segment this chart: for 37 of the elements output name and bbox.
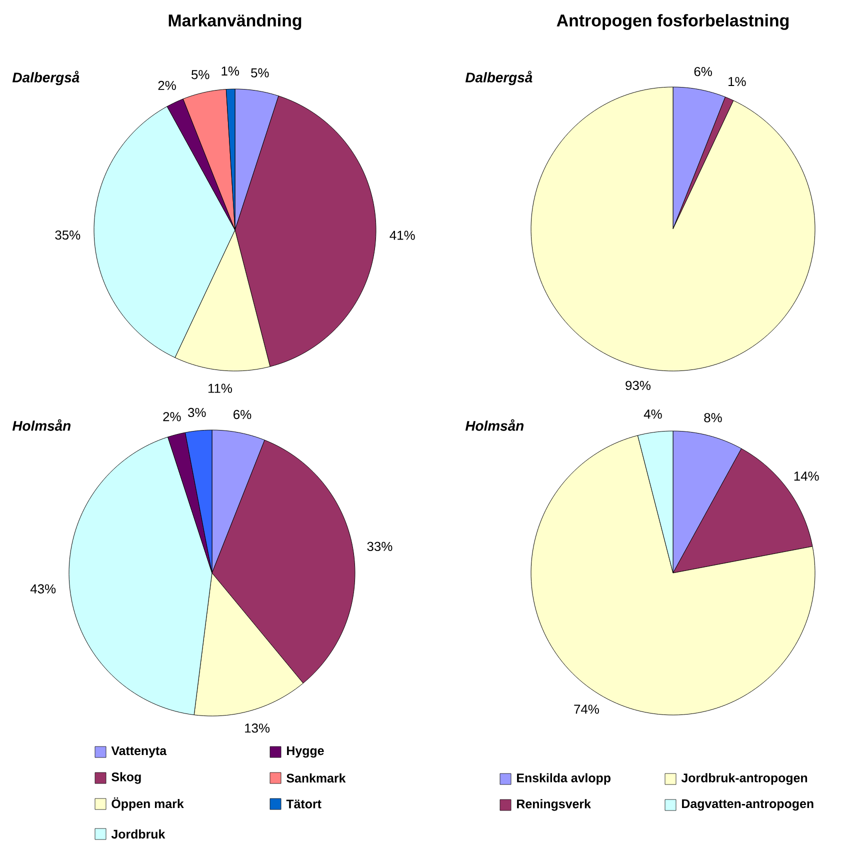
data-label: 33% (367, 542, 392, 552)
data-label: 3% (188, 408, 206, 418)
chart-title: Antropogen fosforbelastning (556, 14, 789, 30)
data-label: 1% (222, 66, 240, 76)
data-label: 5% (192, 70, 210, 80)
data-label: 2% (163, 412, 181, 422)
chart-subtitle: Dalbergså (465, 70, 532, 86)
data-label: 8% (704, 413, 722, 422)
data-label: 4% (644, 410, 662, 419)
data-label: 14% (794, 472, 819, 481)
data-label: 2% (158, 80, 176, 90)
data-label: 6% (694, 66, 712, 76)
legend-label: Skog (112, 772, 141, 784)
data-label: 93% (626, 380, 650, 390)
data-label: 13% (245, 724, 270, 733)
chart-subtitle: Dalbergså (12, 70, 80, 86)
legend-label: Reningsverk (517, 799, 591, 811)
legend-label: Sankmark (286, 773, 346, 783)
chart-title: Markanvändning (168, 14, 302, 30)
legend-label: Öppen mark (112, 797, 184, 811)
legend-label: Hygge (287, 746, 324, 758)
data-label: 35% (55, 230, 80, 240)
legend-label: Jordbruk-antropogen (681, 773, 808, 785)
data-label: 74% (574, 704, 599, 714)
data-label: 41% (390, 230, 415, 240)
data-label: 11% (208, 384, 232, 393)
text: Holmsån (12, 419, 71, 431)
text: Holmsån (465, 419, 524, 431)
legend-label: Jordbruk (111, 829, 166, 839)
legend-label: Vattenyta (111, 746, 167, 758)
data-label: 43% (30, 584, 56, 594)
data-label: 6% (234, 410, 252, 420)
legend-label: Enskilda avlopp (517, 773, 610, 785)
data-label: 1% (728, 76, 746, 86)
data-label: 5% (251, 68, 269, 78)
legend-label: Tätort (286, 800, 322, 808)
legend-label: Dagvatten-antropogen (682, 799, 814, 811)
